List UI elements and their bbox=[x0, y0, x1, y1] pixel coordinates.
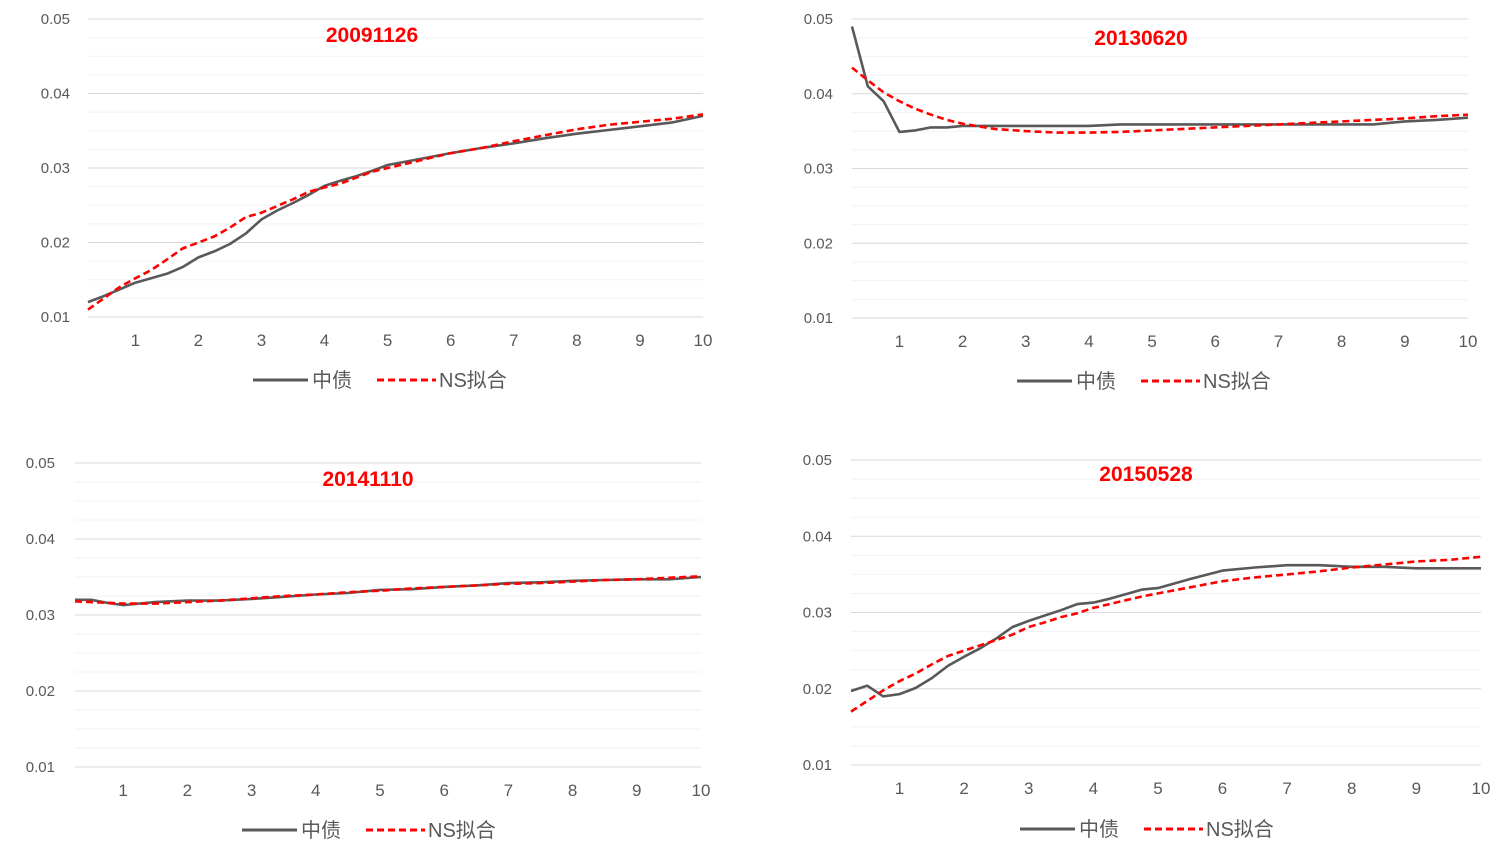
x-tick-label: 8 bbox=[568, 781, 577, 800]
x-tick-label: 1 bbox=[131, 331, 140, 350]
x-tick-label: 7 bbox=[1274, 332, 1283, 351]
legend-label-chinabond: 中债 bbox=[312, 369, 352, 392]
x-tick-label: 1 bbox=[895, 779, 904, 798]
series-line-chinabond bbox=[87, 114, 704, 304]
y-tick-label: 0.05 bbox=[41, 11, 70, 28]
y-tick-label: 0.05 bbox=[26, 455, 55, 472]
y-tick-label: 0.02 bbox=[41, 235, 70, 252]
x-tick-label: 3 bbox=[257, 331, 266, 350]
x-tick-label: 5 bbox=[1147, 332, 1156, 351]
x-tick-label: 10 bbox=[1472, 779, 1491, 798]
x-tick-label: 1 bbox=[118, 781, 127, 800]
legend-label-chinabond: 中债 bbox=[1079, 818, 1119, 841]
legend-label-chinabond: 中债 bbox=[301, 819, 341, 842]
x-tick-label: 3 bbox=[1021, 332, 1030, 351]
y-tick-label: 0.01 bbox=[804, 310, 833, 327]
y-tick-label: 0.03 bbox=[41, 160, 70, 177]
x-tick-label: 3 bbox=[1024, 779, 1033, 798]
legend-label-chinabond: 中债 bbox=[1076, 370, 1116, 393]
y-tick-label: 0.03 bbox=[804, 161, 833, 178]
y-tick-label: 0.05 bbox=[804, 11, 833, 28]
legend: 中债 NS拟合 bbox=[253, 369, 507, 392]
x-tick-label: 10 bbox=[692, 781, 711, 800]
x-tick-label: 5 bbox=[375, 781, 384, 800]
legend: 中债 NS拟合 bbox=[242, 819, 496, 842]
x-tick-label: 4 bbox=[1089, 779, 1098, 798]
x-tick-label: 6 bbox=[439, 781, 448, 800]
x-tick-label: 3 bbox=[247, 781, 256, 800]
y-tick-label: 0.01 bbox=[26, 759, 55, 776]
chart-title: 20150528 bbox=[1099, 463, 1193, 486]
chart-panel-20141110: 0.01 0.02 0.03 0.04 0.05 1 2 3 4 5 6 7 8 9 10 20141110 中… bbox=[26, 455, 711, 842]
legend-label-ns-fit: NS拟合 bbox=[1206, 818, 1274, 841]
y-tick-label: 0.05 bbox=[803, 452, 832, 469]
series-line-ns-fit bbox=[851, 66, 1469, 134]
y-tick-label: 0.03 bbox=[26, 607, 55, 624]
x-tick-label: 6 bbox=[1218, 779, 1227, 798]
x-tick-label: 9 bbox=[635, 331, 644, 350]
x-tick-label: 2 bbox=[183, 781, 192, 800]
x-tick-label: 9 bbox=[1412, 779, 1421, 798]
chart-panel-20130620: 0.01 0.02 0.03 0.04 0.05 1 2 3 4 5 6 7 8 9 10 20130620 中… bbox=[804, 11, 1478, 393]
x-tick-label: 8 bbox=[572, 331, 581, 350]
y-tick-label: 0.01 bbox=[41, 309, 70, 326]
x-tick-label: 2 bbox=[958, 332, 967, 351]
x-tick-label: 10 bbox=[694, 331, 713, 350]
chart-title: 20130620 bbox=[1094, 27, 1187, 50]
x-tick-label: 10 bbox=[1459, 332, 1478, 351]
y-tick-label: 0.01 bbox=[803, 757, 832, 774]
series-line-ns-fit bbox=[87, 113, 704, 311]
y-tick-label: 0.03 bbox=[803, 605, 832, 622]
series-line-chinabond bbox=[850, 26, 1469, 134]
legend: 中债 NS拟合 bbox=[1017, 370, 1271, 393]
legend: 中债 NS拟合 bbox=[1020, 818, 1274, 841]
chart-panel-20150528: 0.01 0.02 0.03 0.04 0.05 1 2 3 4 5 6 7 8 9 10 20150528 中… bbox=[803, 452, 1491, 841]
x-tick-label: 5 bbox=[1153, 779, 1162, 798]
y-tick-label: 0.02 bbox=[26, 683, 55, 700]
series-line-ns-fit bbox=[850, 555, 1482, 713]
x-tick-label: 7 bbox=[504, 781, 513, 800]
x-tick-label: 1 bbox=[895, 332, 904, 351]
x-tick-label: 7 bbox=[1282, 779, 1291, 798]
legend-label-ns-fit: NS拟合 bbox=[428, 819, 496, 842]
x-tick-label: 9 bbox=[1400, 332, 1409, 351]
x-tick-label: 4 bbox=[1084, 332, 1093, 351]
legend-label-ns-fit: NS拟合 bbox=[1203, 370, 1271, 393]
chart-title: 20091126 bbox=[326, 24, 418, 47]
y-tick-label: 0.02 bbox=[803, 681, 832, 698]
x-tick-label: 6 bbox=[446, 331, 455, 350]
x-tick-label: 5 bbox=[383, 331, 392, 350]
x-tick-label: 2 bbox=[959, 779, 968, 798]
y-tick-label: 0.04 bbox=[804, 86, 833, 103]
y-tick-label: 0.04 bbox=[41, 86, 70, 103]
x-tick-label: 8 bbox=[1337, 332, 1346, 351]
x-tick-label: 4 bbox=[311, 781, 320, 800]
x-tick-label: 7 bbox=[509, 331, 518, 350]
x-tick-label: 9 bbox=[632, 781, 641, 800]
y-tick-label: 0.04 bbox=[803, 528, 832, 545]
series-line-chinabond bbox=[850, 563, 1481, 698]
y-tick-label: 0.04 bbox=[26, 531, 55, 548]
x-tick-label: 6 bbox=[1211, 332, 1220, 351]
y-tick-label: 0.02 bbox=[804, 235, 833, 252]
x-tick-label: 8 bbox=[1347, 779, 1356, 798]
x-tick-label: 2 bbox=[194, 331, 203, 350]
legend-label-ns-fit: NS拟合 bbox=[439, 369, 507, 392]
series-line-ns-fit bbox=[74, 574, 702, 605]
chart-panel-20091126: 0.01 0.02 0.03 0.04 0.05 1 2 3 4 5 6 7 8 9 10 20091126 中… bbox=[41, 11, 713, 392]
x-tick-label: 4 bbox=[320, 331, 329, 350]
chart-title: 20141110 bbox=[322, 468, 413, 491]
